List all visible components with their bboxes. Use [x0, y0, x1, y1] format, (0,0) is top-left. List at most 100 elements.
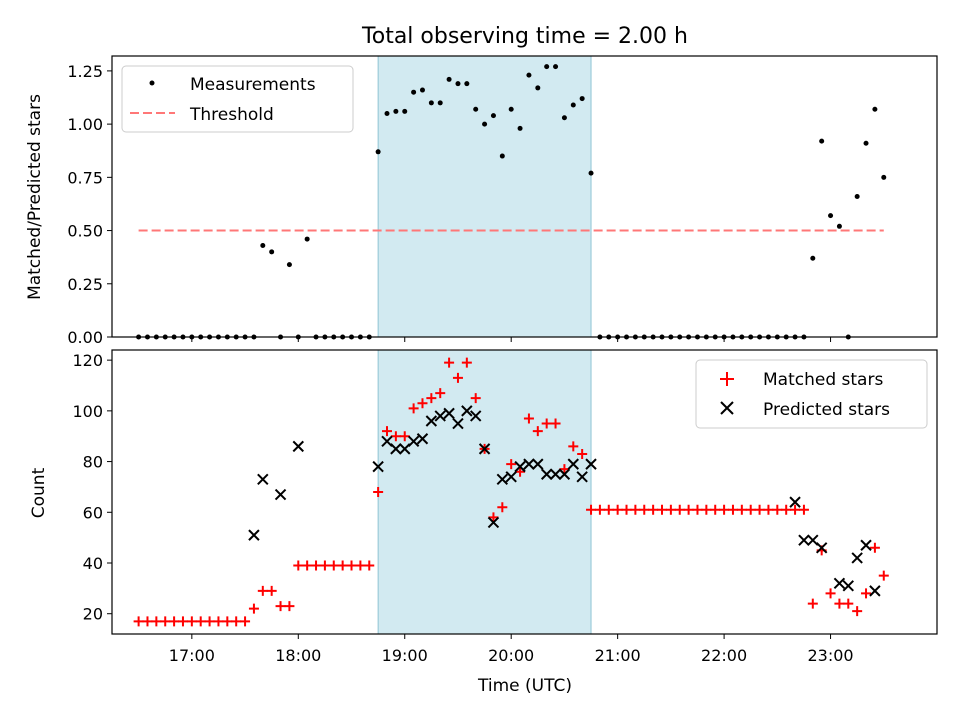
- matched-stars-point: [346, 560, 357, 571]
- matched-stars-point: [781, 504, 792, 515]
- predicted-stars-point: [487, 516, 500, 529]
- matched-stars-point: [736, 504, 747, 515]
- matched-stars-point: [790, 504, 801, 515]
- top-ytick-label: 0.00: [67, 328, 103, 347]
- matched-stars-point: [550, 418, 561, 429]
- matched-stars-point: [169, 616, 180, 627]
- measurements-point: [402, 108, 408, 114]
- matched-stars-point: [293, 560, 304, 571]
- bottom-ytick-label: 100: [72, 402, 103, 421]
- measurements-point: [579, 96, 585, 102]
- predicted-stars-point: [478, 443, 491, 455]
- predicted-stars-point: [372, 460, 384, 473]
- predicted-stars-point: [248, 529, 260, 541]
- legend-measurements-label: Measurements: [190, 75, 316, 95]
- measurements-point: [535, 85, 541, 91]
- predicted-stars-point: [789, 496, 801, 508]
- matched-stars-point: [869, 542, 880, 553]
- matched-stars-point: [532, 426, 543, 437]
- matched-stars-point: [772, 504, 783, 515]
- matched-stars-point: [417, 398, 428, 409]
- predicted-stars-point: [514, 460, 526, 473]
- predicted-stars-point: [842, 580, 854, 592]
- matched-stars-point: [275, 601, 286, 612]
- predicted-stars-point: [869, 585, 881, 597]
- legend-matched-label: Matched stars: [763, 370, 883, 390]
- matched-stars-point: [408, 403, 419, 414]
- predicted-stars-point: [443, 407, 455, 420]
- matched-stars-point: [719, 504, 730, 515]
- matched-stars-point: [559, 464, 570, 475]
- matched-stars-point: [630, 504, 641, 515]
- measurements-point: [482, 121, 488, 127]
- measurements-point: [836, 223, 842, 229]
- matched-stars-point: [231, 616, 242, 627]
- matched-stars-point: [621, 504, 632, 515]
- matched-stars-point: [798, 504, 809, 515]
- matched-stars-point: [302, 560, 313, 571]
- matched-stars-point: [160, 616, 171, 627]
- matched-stars-point: [426, 393, 437, 404]
- predicted-stars-point: [505, 471, 517, 483]
- measurements-point: [428, 100, 434, 106]
- matched-stars-point: [444, 357, 455, 368]
- predicted-stars-point: [585, 458, 597, 470]
- predicted-stars-point: [416, 433, 429, 445]
- chart-title: Total observing time = 2.00 h: [361, 24, 688, 49]
- xtick-label: 18:00: [275, 646, 321, 665]
- predicted-stars-point: [540, 468, 553, 480]
- matched-stars-point: [328, 560, 339, 571]
- measurements-point: [446, 76, 452, 82]
- predicted-stars-point: [851, 552, 863, 564]
- predicted-stars-point: [567, 458, 579, 470]
- matched-stars-point: [204, 616, 215, 627]
- matched-stars-point: [248, 603, 259, 614]
- legend-predicted-marker: [720, 401, 734, 415]
- bottom-panel: 20 40 60 80 100 120 17:00 18:00 19:00 20:00 21:00 2…: [29, 349, 938, 696]
- matched-stars-point: [754, 504, 765, 515]
- measurements-point: [810, 255, 816, 261]
- matched-stars-point: [745, 504, 756, 515]
- matched-stars-point: [435, 388, 446, 399]
- xtick-label: 21:00: [595, 646, 641, 665]
- matched-stars-point: [825, 588, 836, 599]
- bottom-observing-window: [377, 349, 592, 635]
- matched-stars-point: [506, 459, 517, 470]
- measurements-point: [819, 138, 825, 144]
- top-ytick-label: 1.25: [67, 62, 103, 81]
- predicted-stars-point: [532, 458, 544, 470]
- legend-matched-marker: [720, 372, 734, 386]
- measurements-point: [269, 249, 275, 255]
- matched-stars-point: [692, 504, 703, 515]
- matched-stars-point: [257, 585, 268, 596]
- measurements-point: [517, 125, 523, 131]
- bottom-plot-frame: [111, 349, 938, 635]
- predicted-stars-point: [292, 440, 304, 453]
- measurements-point: [570, 102, 576, 108]
- matched-stars-point: [523, 413, 534, 424]
- bottom-ytick-label: 80: [83, 453, 103, 472]
- measurements-point: [499, 153, 505, 159]
- matched-stars-point: [373, 487, 384, 497]
- matched-stars-point: [843, 598, 854, 609]
- matched-stars-point: [390, 431, 401, 442]
- matched-stars-point: [586, 504, 597, 515]
- measurements-point: [260, 242, 266, 248]
- matched-stars-point: [878, 570, 889, 581]
- measurements-point: [828, 213, 834, 219]
- measurements-point: [588, 170, 594, 176]
- matched-stars-point: [240, 616, 251, 627]
- measurements-point: [872, 106, 878, 112]
- matched-stars-point: [861, 588, 872, 599]
- matched-stars-point: [834, 598, 845, 609]
- matched-stars-point: [195, 616, 206, 627]
- predicted-stars-point: [496, 473, 509, 486]
- top-ytick-label: 0.25: [67, 275, 103, 294]
- matched-stars-point: [311, 560, 322, 571]
- measurements-point: [526, 72, 532, 78]
- matched-stars-point: [701, 504, 712, 515]
- matched-stars-point: [674, 504, 685, 515]
- matched-stars-point: [665, 504, 676, 515]
- top-ytick-label: 0.50: [67, 222, 103, 241]
- top-plot-frame: [111, 55, 938, 338]
